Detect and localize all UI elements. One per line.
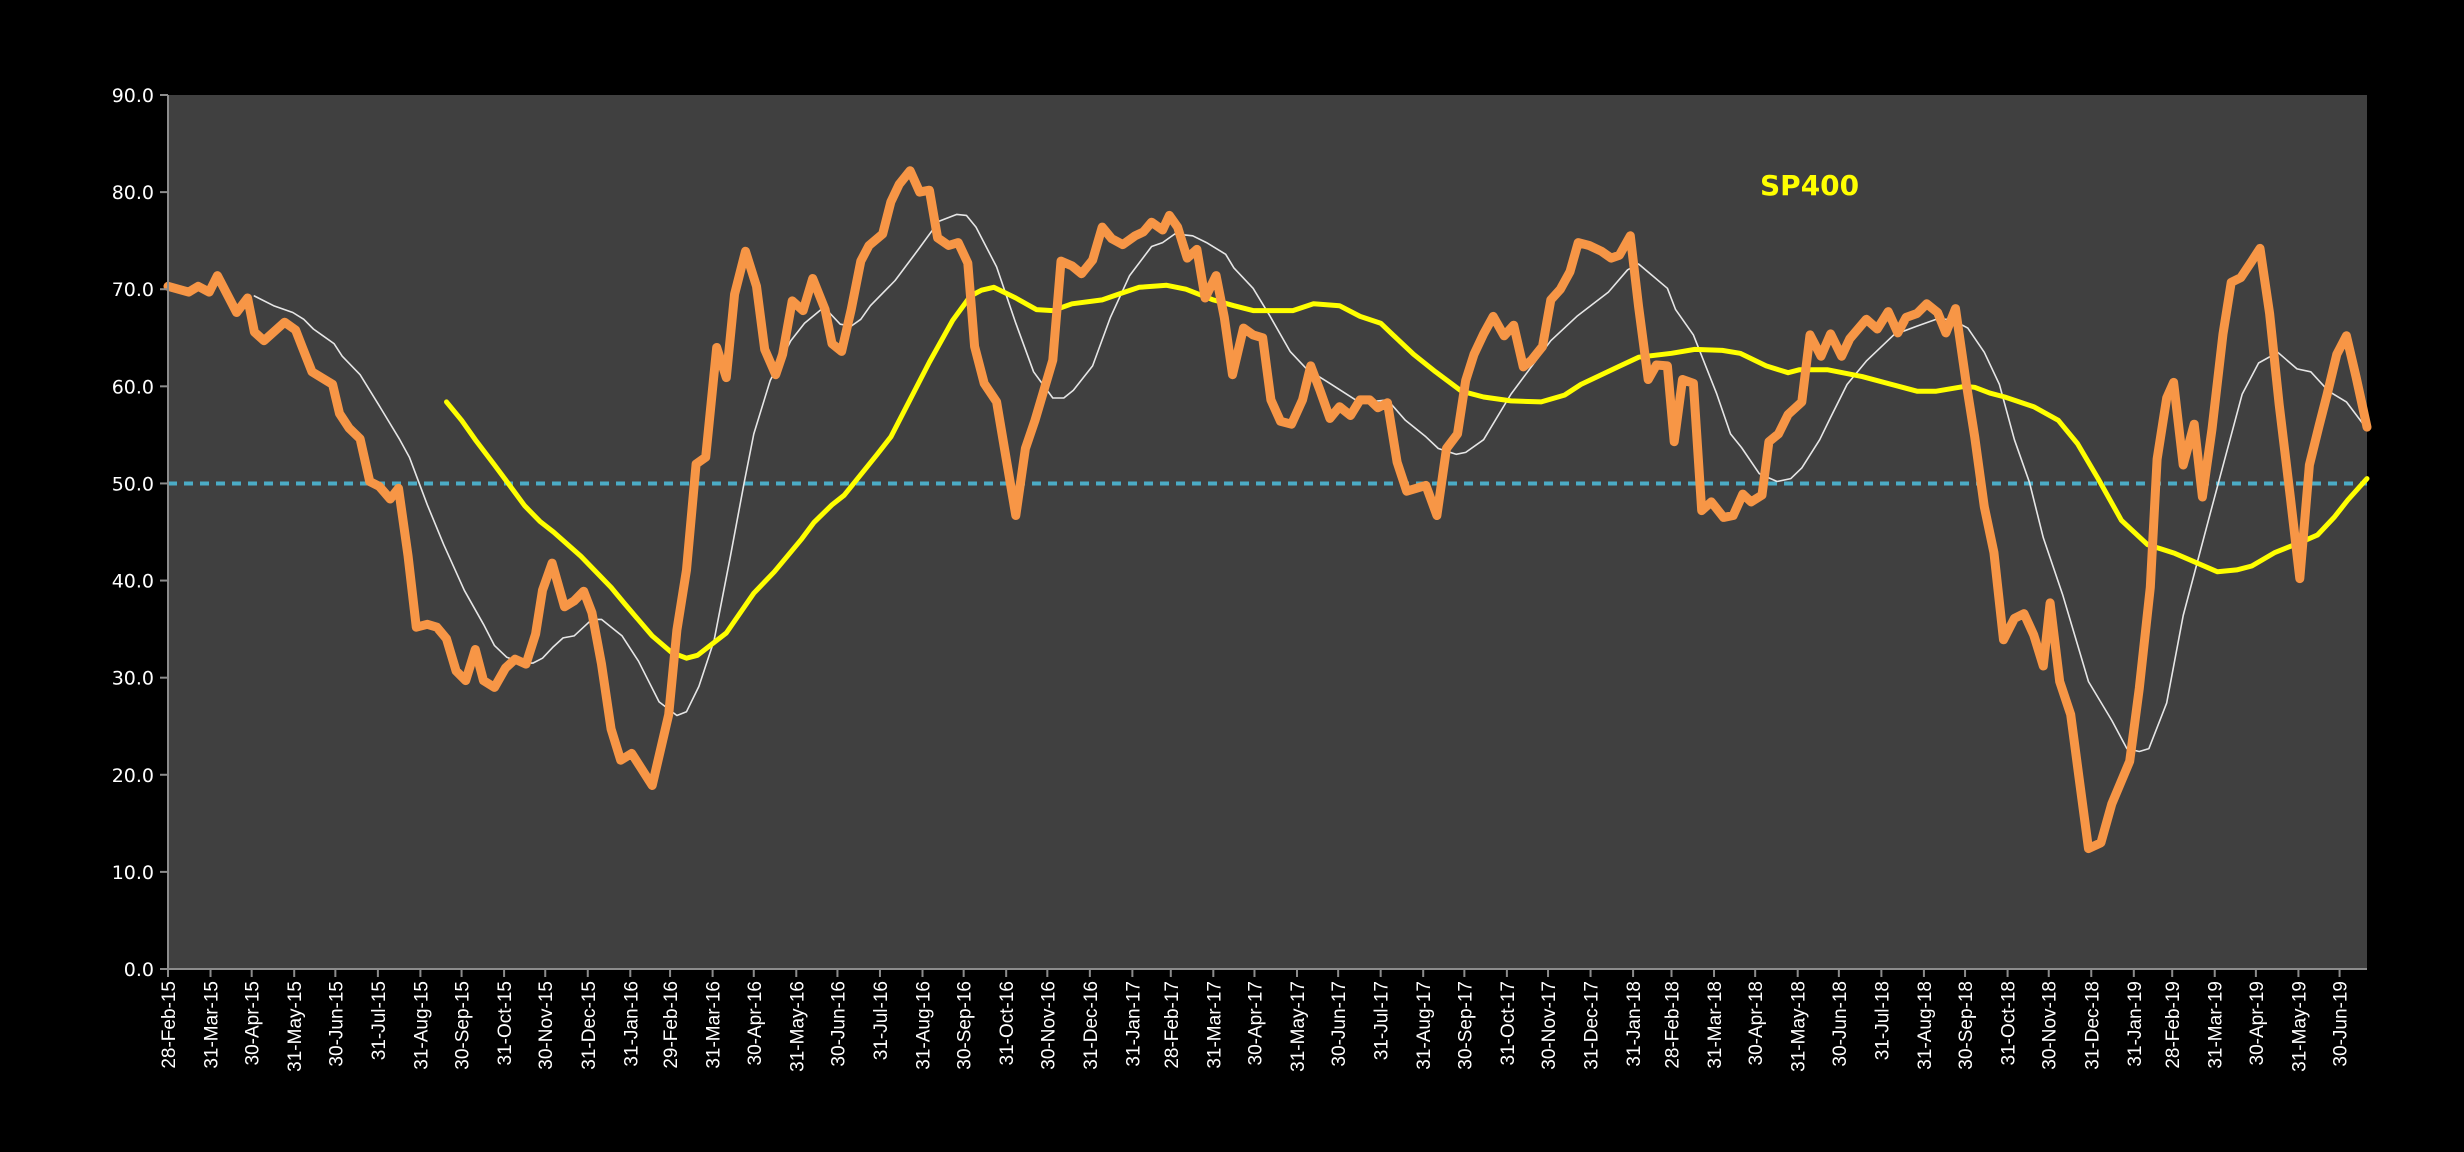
x-tick-label: 30-Jun-17 (1329, 981, 1350, 1067)
x-tick-label: 31-Jan-19 (2125, 981, 2146, 1067)
series-1 (253, 213, 2368, 753)
x-tick-label: 30-Sep-16 (955, 981, 976, 1070)
y-tick-label: 40.0 (112, 571, 154, 593)
x-tick-label: 31-Jul-17 (1372, 981, 1393, 1060)
x-tick-label: 31-Jan-16 (621, 981, 642, 1067)
x-tick-label: 31-Oct-16 (997, 981, 1018, 1065)
x-tick-label: 30-Sep-17 (1455, 981, 1476, 1070)
y-tick-label: 0.0 (124, 959, 154, 981)
x-tick-label: 31-Mar-15 (202, 981, 223, 1069)
x-tick-label: 31-Mar-19 (2206, 981, 2227, 1069)
x-tick-label: 31-Oct-17 (1498, 981, 1519, 1065)
x-tick-label: 31-Jan-17 (1123, 981, 1144, 1067)
x-tick-label: 31-May-16 (787, 981, 808, 1072)
series-layer (163, 166, 2372, 854)
x-tick-label: 31-Aug-17 (1414, 981, 1435, 1070)
series-0 (163, 166, 2372, 854)
x-tick-label: 30-Apr-17 (1245, 981, 1266, 1066)
series-2 (444, 282, 2370, 661)
y-tick-label: 80.0 (112, 182, 154, 204)
x-tick-label: 31-Jan-18 (1624, 981, 1645, 1067)
x-tick-label: 31-Mar-16 (704, 981, 725, 1069)
y-tick-label: 30.0 (112, 668, 154, 690)
x-tick-label: 30-Nov-16 (1038, 981, 1059, 1070)
x-tick-label: 30-Sep-18 (1956, 981, 1977, 1070)
x-tick-label: 31-Dec-15 (579, 981, 600, 1070)
x-tick-label: 30-Nov-18 (2040, 981, 2061, 1070)
y-tick-label: 50.0 (112, 473, 154, 495)
series-line (253, 213, 2368, 753)
x-tick-label: 30-Apr-18 (1746, 981, 1767, 1066)
x-tick-label: 31-May-19 (2289, 981, 2310, 1072)
x-tick-label: 30-Jun-16 (828, 981, 849, 1067)
x-tick-label: 31-May-18 (1789, 981, 1810, 1072)
x-tick-label: 31-Aug-18 (1915, 981, 1936, 1070)
x-tick-label: 30-Nov-17 (1539, 981, 1560, 1070)
axes: 0.0 10.0 20.0 30.0 40.0 50.0 60.0 70.0 80.0 90.0 2… (112, 85, 2367, 1072)
x-tick-label: 31-Dec-18 (2082, 981, 2103, 1070)
x-tick-label: 30-Jun-18 (1830, 981, 1851, 1067)
x-tick-label: 30-Apr-19 (2247, 981, 2268, 1066)
x-tick-label: 28-Feb-15 (159, 981, 180, 1069)
x-tick-label: 31-Jul-18 (1872, 981, 1893, 1060)
x-tick-label: 31-Mar-18 (1705, 981, 1726, 1069)
x-tick-label: 31-Jul-15 (369, 981, 390, 1060)
y-tick-label: 20.0 (112, 765, 154, 787)
x-tick-label: 28-Feb-19 (2163, 981, 2184, 1069)
x-tick-label: 31-Dec-17 (1582, 981, 1603, 1070)
series-line (163, 166, 2372, 854)
x-tick-label: 31-Oct-15 (495, 981, 516, 1065)
x-tick-label: 31-Dec-16 (1081, 981, 1102, 1070)
x-tick-label: 31-May-15 (285, 981, 306, 1072)
x-tick-label: 28-Feb-17 (1162, 981, 1183, 1069)
x-tick-label: 30-Apr-16 (745, 981, 766, 1066)
x-tick-label: 31-Mar-17 (1204, 981, 1225, 1069)
x-tick-label: 31-Oct-18 (1999, 981, 2020, 1065)
x-tick-label: 30-Jun-19 (2331, 981, 2352, 1067)
x-tick-label: 28-Feb-18 (1662, 981, 1683, 1069)
x-tick-label: 31-Jul-16 (871, 981, 892, 1060)
x-tick-label: 31-May-17 (1288, 981, 1309, 1072)
y-tick-label: 90.0 (112, 85, 154, 107)
x-tick-label: 30-Jun-15 (326, 981, 347, 1067)
x-tick-label: 31-Aug-16 (913, 981, 934, 1070)
x-tick-label: 30-Sep-15 (453, 981, 474, 1070)
y-tick-label: 70.0 (112, 279, 154, 301)
chart-title: SP400 (1760, 169, 1859, 202)
x-tick-label: 30-Nov-15 (536, 981, 557, 1070)
y-tick-label: 60.0 (112, 376, 154, 398)
y-tick-label: 10.0 (112, 862, 154, 884)
x-tick-label: 30-Apr-15 (243, 981, 264, 1066)
series-line (444, 282, 2370, 661)
x-tick-label: 31-Aug-15 (411, 981, 432, 1070)
x-tick-label: 29-Feb-16 (661, 981, 682, 1069)
plot-area (168, 95, 2367, 969)
